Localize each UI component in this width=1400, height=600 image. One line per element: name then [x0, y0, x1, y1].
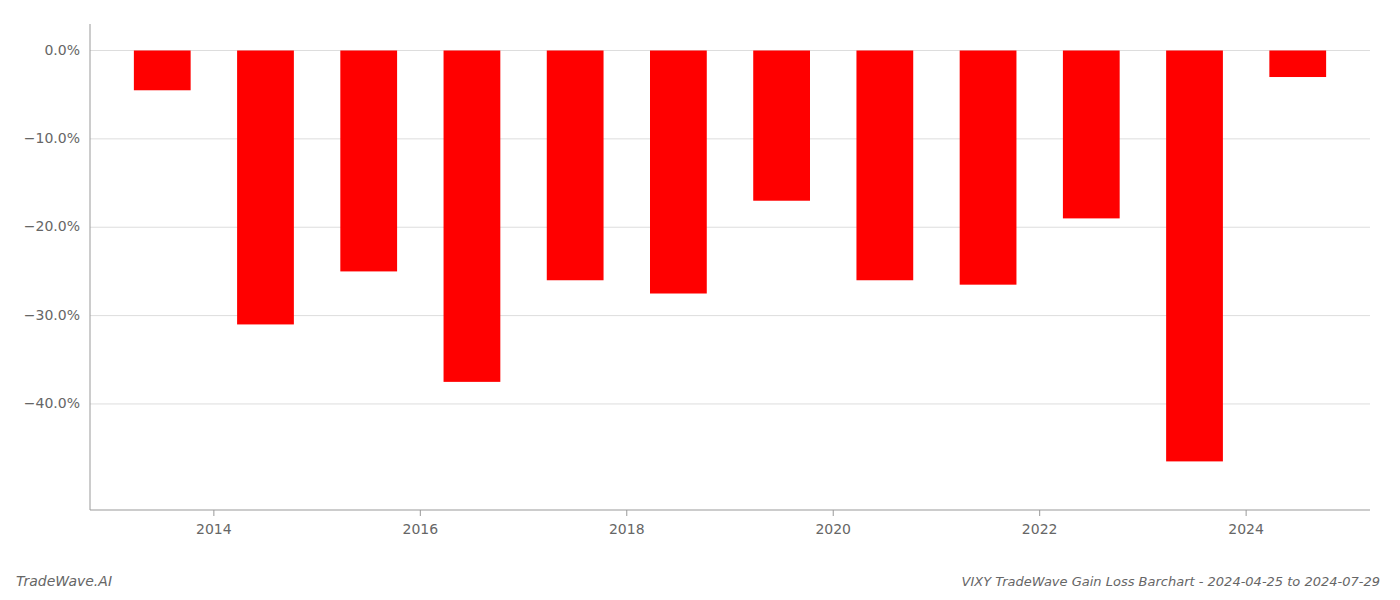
x-tick	[420, 510, 421, 516]
bar	[1166, 51, 1223, 462]
x-tick-label: 2018	[609, 521, 645, 537]
bar	[444, 51, 501, 382]
bar	[650, 51, 707, 294]
bar	[1063, 51, 1120, 219]
bar	[547, 51, 604, 281]
x-ticks: 2014 2016 2018 2020 2022 2024	[196, 510, 1264, 537]
bar	[856, 51, 913, 281]
y-axis-line	[90, 24, 91, 510]
x-tick-label: 2016	[403, 521, 439, 537]
axes	[90, 24, 1370, 510]
chart-container: 0.0% −10.0% −20.0% −30.0% −40.0% 2014 2016 2018…	[0, 0, 1400, 600]
y-tick-label: −10.0%	[24, 130, 80, 146]
x-tick-label: 2022	[1022, 521, 1058, 537]
x-tick	[626, 510, 627, 516]
x-tick	[1039, 510, 1040, 516]
bar	[340, 51, 397, 272]
watermark: TradeWave.AI	[16, 573, 112, 589]
x-tick-label: 2024	[1228, 521, 1264, 537]
bar	[134, 51, 191, 91]
x-axis-line	[90, 510, 1370, 511]
bars	[134, 51, 1326, 462]
x-tick	[833, 510, 834, 516]
x-tick	[1246, 510, 1247, 516]
y-tick-label: −40.0%	[24, 395, 80, 411]
y-tick-label: −30.0%	[24, 307, 80, 323]
chart-svg: 0.0% −10.0% −20.0% −30.0% −40.0% 2014 2016 2018…	[0, 0, 1400, 600]
bar	[237, 51, 294, 325]
y-tick-label: 0.0%	[44, 42, 80, 58]
y-tick-label: −20.0%	[24, 218, 80, 234]
bar	[753, 51, 810, 201]
bar	[1269, 51, 1326, 78]
x-tick-label: 2014	[196, 521, 232, 537]
title: VIXY TradeWave Gain Loss Barchart - 2024…	[962, 574, 1380, 589]
x-tick	[213, 510, 214, 516]
x-tick-label: 2020	[815, 521, 851, 537]
bar	[960, 51, 1017, 285]
y-tick-labels: 0.0% −10.0% −20.0% −30.0% −40.0%	[24, 42, 80, 411]
